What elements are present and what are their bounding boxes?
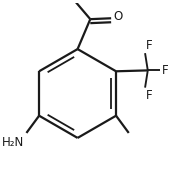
Text: F: F [146,89,153,102]
Text: F: F [161,64,168,77]
Text: F: F [146,39,153,52]
Text: H₂N: H₂N [2,136,24,149]
Text: O: O [113,10,122,23]
